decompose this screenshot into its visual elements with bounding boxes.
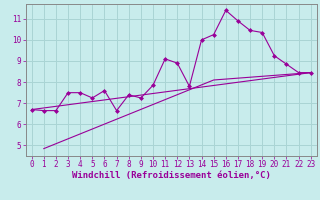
X-axis label: Windchill (Refroidissement éolien,°C): Windchill (Refroidissement éolien,°C)	[72, 171, 271, 180]
